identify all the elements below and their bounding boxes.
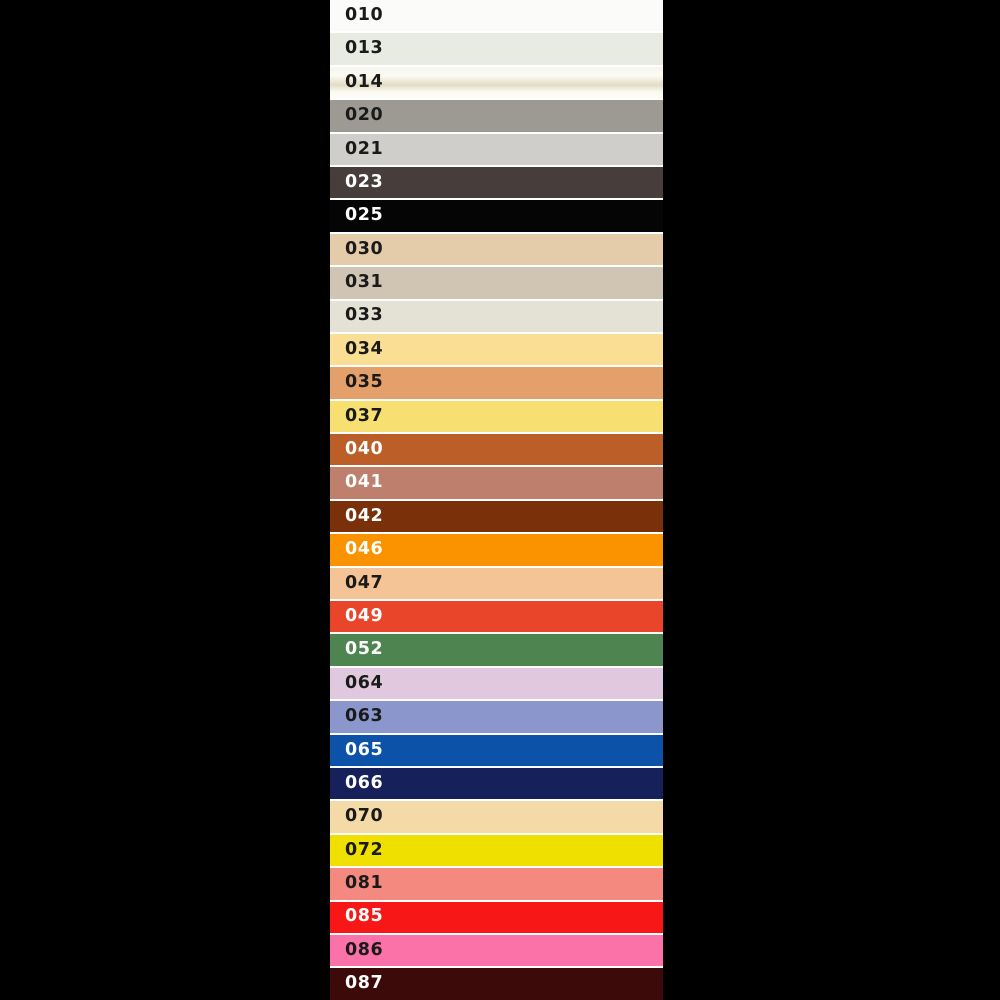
- swatch-code-label: 013: [345, 38, 384, 59]
- color-swatch-row[interactable]: 023: [330, 166, 663, 199]
- swatch-code-label: 041: [345, 472, 384, 493]
- color-swatch-row[interactable]: 035: [330, 367, 663, 399]
- swatch-code-label: 031: [345, 272, 384, 293]
- color-swatch-row[interactable]: 037: [330, 400, 663, 433]
- swatch-code-label: 046: [345, 539, 384, 560]
- swatch-code-label: 086: [345, 939, 384, 960]
- color-swatch-row[interactable]: 033: [330, 300, 663, 332]
- color-swatch-row[interactable]: 047: [330, 567, 663, 600]
- swatch-code-label: 066: [345, 772, 384, 793]
- color-swatch-row[interactable]: 081: [330, 868, 663, 900]
- swatch-code-label: 025: [345, 205, 384, 226]
- color-swatch-row[interactable]: 021: [330, 133, 663, 165]
- color-swatch-row[interactable]: 031: [330, 267, 663, 299]
- swatch-code-label: 023: [345, 171, 384, 192]
- swatch-code-label: 070: [345, 806, 384, 827]
- swatch-code-label: 087: [345, 973, 384, 994]
- swatch-code-label: 033: [345, 305, 384, 326]
- color-swatch-row[interactable]: 040: [330, 434, 663, 466]
- swatch-code-label: 034: [345, 338, 384, 359]
- swatch-code-label: 081: [345, 873, 384, 894]
- color-swatch-row[interactable]: 042: [330, 500, 663, 533]
- color-swatch-row[interactable]: 025: [330, 200, 663, 232]
- color-swatch-row[interactable]: 052: [330, 634, 663, 666]
- swatch-code-label: 020: [345, 105, 384, 126]
- swatch-code-label: 042: [345, 505, 384, 526]
- swatch-code-label: 035: [345, 372, 384, 393]
- swatch-code-label: 010: [345, 4, 384, 25]
- color-swatch-row[interactable]: 064: [330, 667, 663, 700]
- color-swatch-row[interactable]: 034: [330, 333, 663, 366]
- color-swatch-row[interactable]: 013: [330, 33, 663, 65]
- color-swatch-row[interactable]: 020: [330, 100, 663, 132]
- color-swatch-row[interactable]: 041: [330, 467, 663, 499]
- swatch-code-label: 037: [345, 405, 384, 426]
- color-swatch-row[interactable]: 049: [330, 601, 663, 633]
- color-swatch-row[interactable]: 087: [330, 968, 663, 1000]
- swatch-code-label: 052: [345, 639, 384, 660]
- swatch-code-label: 040: [345, 439, 384, 460]
- color-swatch-row[interactable]: 086: [330, 934, 663, 967]
- swatch-code-label: 085: [345, 906, 384, 927]
- color-swatch-row[interactable]: 046: [330, 534, 663, 566]
- color-swatch-row[interactable]: 010: [330, 0, 663, 32]
- swatch-code-label: 072: [345, 839, 384, 860]
- color-swatch-row[interactable]: 014: [330, 66, 663, 99]
- swatch-code-label: 049: [345, 605, 384, 626]
- swatch-code-label: 014: [345, 71, 384, 92]
- swatch-code-label: 063: [345, 706, 384, 727]
- swatch-list: 010 013 014 020 021 023 025 030 031 033 034 035 037 0…: [330, 0, 663, 1000]
- color-swatch-row[interactable]: 030: [330, 233, 663, 266]
- swatch-code-label: 064: [345, 672, 384, 693]
- swatch-code-label: 030: [345, 238, 384, 259]
- color-swatch-row[interactable]: 066: [330, 767, 663, 800]
- color-swatch-row[interactable]: 085: [330, 901, 663, 933]
- color-swatch-row[interactable]: 063: [330, 701, 663, 733]
- swatch-code-label: 021: [345, 138, 384, 159]
- swatch-code-label: 047: [345, 572, 384, 593]
- color-swatch-row[interactable]: 065: [330, 734, 663, 766]
- swatch-code-label: 065: [345, 739, 384, 760]
- color-swatch-row[interactable]: 072: [330, 834, 663, 867]
- color-swatch-row[interactable]: 070: [330, 801, 663, 833]
